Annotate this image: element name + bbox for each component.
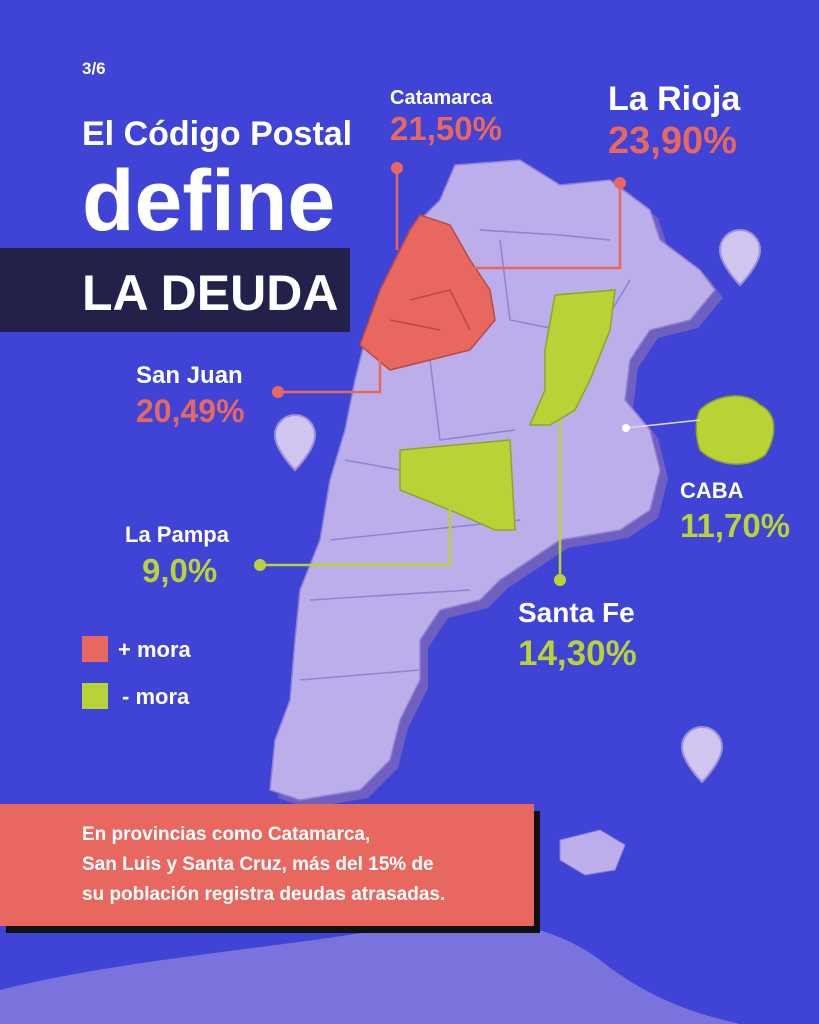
leader-dots <box>254 162 630 586</box>
legend-swatch <box>82 683 108 709</box>
map <box>269 159 775 876</box>
red-provinces <box>359 214 496 371</box>
callout-name: La Rioja <box>608 80 741 118</box>
title-line2: define <box>82 153 335 249</box>
callout-value: 14,30% <box>518 634 637 673</box>
bottom-shape <box>0 921 740 1024</box>
page-number: 3/6 <box>82 59 106 78</box>
callout-value: 23,90% <box>608 120 737 162</box>
leaders <box>260 168 701 580</box>
province-borders <box>299 229 631 681</box>
caba-inset <box>695 395 775 465</box>
title-line1: El Código Postal <box>82 115 352 153</box>
callout-value: 11,70% <box>680 507 790 544</box>
footer-box <box>0 804 534 926</box>
callout-name: La Pampa <box>125 522 230 547</box>
callout-name: San Juan <box>136 362 243 389</box>
legend-label: - mora <box>122 684 190 709</box>
title-line3: LA DEUDA <box>82 265 338 321</box>
pins <box>273 228 762 784</box>
footer-line: San Luis y Santa Cruz, más del 15% de <box>82 854 434 875</box>
footer-line: En provincias como Catamarca, <box>82 824 370 845</box>
islands <box>559 829 626 876</box>
santa-fe <box>528 289 616 426</box>
callout-value: 21,50% <box>390 110 502 147</box>
callout-value: 9,0% <box>142 552 217 589</box>
legend-swatch <box>82 636 108 662</box>
callout-name: Santa Fe <box>518 597 635 628</box>
callout-value: 20,49% <box>136 393 245 429</box>
title-band <box>0 248 350 332</box>
callout-name: CABA <box>680 478 744 503</box>
red-borders <box>389 289 471 331</box>
callout-name: Catamarca <box>390 87 493 109</box>
legend-label: + mora <box>118 637 192 662</box>
footer-line: su población registra deudas atrasadas. <box>82 884 445 905</box>
la-pampa <box>399 439 516 531</box>
